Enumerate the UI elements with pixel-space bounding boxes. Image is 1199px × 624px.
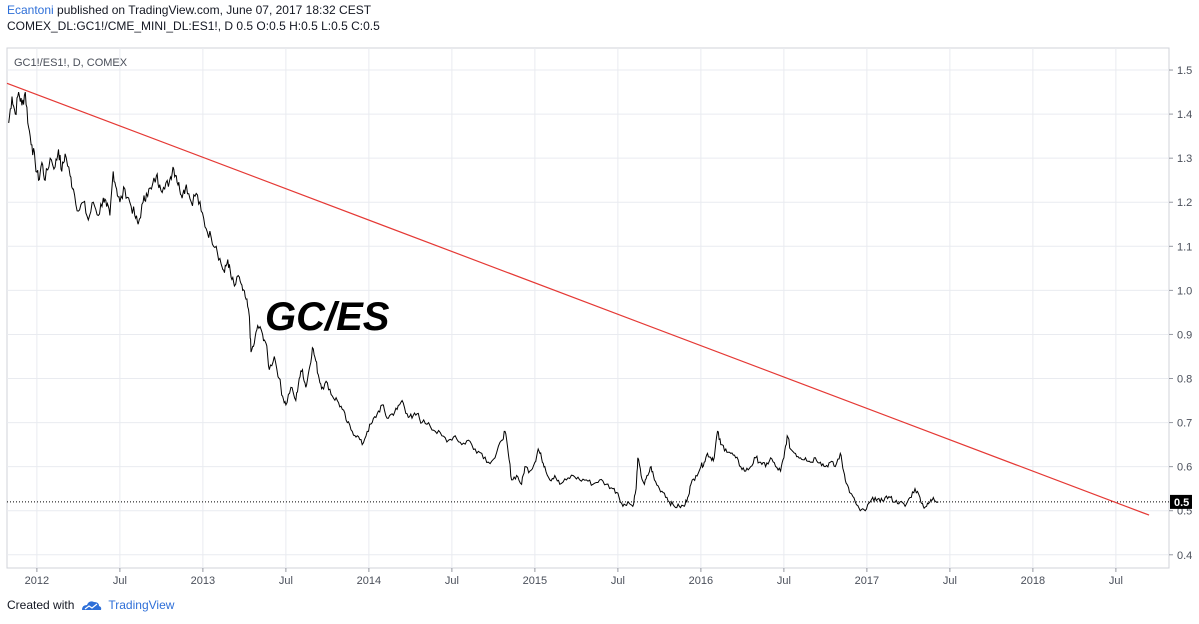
y-tick-label: 0.6	[1177, 462, 1192, 474]
x-tick-label: 2012	[25, 575, 49, 587]
plot-frame	[6, 47, 1170, 569]
x-axis: 2012 Jul 2013 Jul 2014 Jul 2015 Jul 2016 Jul 2017 J…	[25, 568, 1123, 587]
legend-label: GC1!/ES1!, D, COMEX	[14, 57, 128, 69]
grid	[7, 48, 1169, 568]
x-tick-label: 2018	[1021, 575, 1045, 587]
footer: Created with TradingView	[7, 598, 174, 612]
y-tick-label: 1.1	[1177, 241, 1192, 253]
x-tick-label: Jul	[943, 575, 957, 587]
annotation-text: GC/ES	[265, 295, 390, 339]
x-tick-label: 2015	[523, 575, 547, 587]
y-tick-label: 0.7	[1177, 418, 1192, 430]
price-series-line	[8, 91, 939, 512]
y-tick-label: 1.5	[1177, 65, 1192, 77]
published-text: published on TradingView.com, June 07, 2…	[57, 3, 372, 17]
y-tick-label: 1.3	[1177, 153, 1192, 165]
x-tick-label: Jul	[279, 575, 293, 587]
y-tick-label: 0.9	[1177, 329, 1192, 341]
y-axis: 1.5 1.4 1.3 1.2 1.1 1.0 0.9 0.8 0.7 0.6 0.5 0.4	[1169, 65, 1192, 562]
x-tick-label: 2017	[855, 575, 879, 587]
x-tick-label: 2016	[689, 575, 713, 587]
x-tick-label: Jul	[445, 575, 459, 587]
y-tick-label: 0.4	[1177, 550, 1192, 562]
trend-line[interactable]	[6, 82, 1150, 516]
x-tick-label: Jul	[611, 575, 625, 587]
tradingview-cloud-icon	[82, 601, 102, 610]
y-tick-label: 1.0	[1177, 285, 1192, 297]
publish-info: Ecantoni published on TradingView.com, J…	[7, 3, 371, 17]
tradingview-brand[interactable]: TradingView	[108, 598, 175, 612]
y-tick-label: 1.2	[1177, 197, 1192, 209]
last-value-label: 0.5	[1174, 497, 1189, 509]
x-tick-label: Jul	[1109, 575, 1123, 587]
last-value-badge	[1170, 494, 1192, 509]
x-tick-label: 2014	[357, 575, 381, 587]
symbol-line: COMEX_DL:GC1!/CME_MINI_DL:ES1!, D 0.5 O:…	[7, 19, 380, 33]
chart[interactable]: 1.5 1.4 1.3 1.2 1.1 1.0 0.9 0.8 0.7 0.6 0.5 0.4 201…	[0, 0, 1199, 596]
x-tick-label: 2013	[191, 575, 215, 587]
y-tick-label: 0.8	[1177, 374, 1192, 386]
x-tick-label: Jul	[777, 575, 791, 587]
author-link[interactable]: Ecantoni	[7, 3, 54, 17]
y-tick-label: 1.4	[1177, 109, 1192, 121]
x-tick-label: Jul	[113, 575, 127, 587]
created-with-text: Created with	[7, 598, 75, 612]
